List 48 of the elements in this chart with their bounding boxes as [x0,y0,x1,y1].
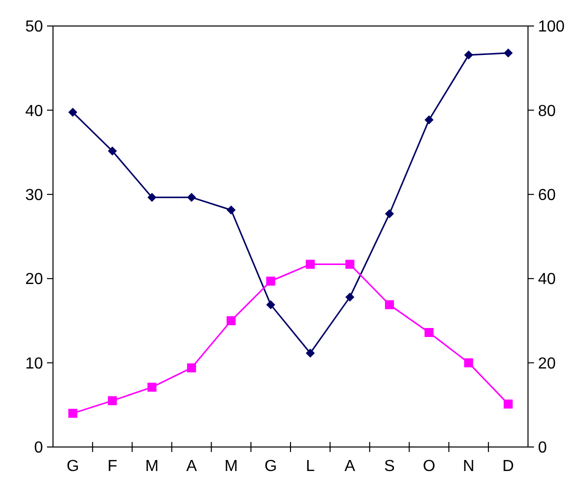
y-tick-label: 30 [25,187,44,204]
x-tick-label: G [264,458,277,475]
point [147,382,156,392]
point [384,300,394,310]
x-tick-label: N [462,458,474,475]
point [345,260,354,269]
x-tick-label: S [384,458,395,475]
x-tick-label: M [145,458,159,475]
x-tick-label: D [502,458,514,475]
point [226,316,236,326]
point [504,400,513,409]
y2-tick-label: 100 [538,18,565,36]
point [108,146,117,156]
y2-tick-label: 20 [538,355,556,372]
point [108,396,117,406]
point [187,192,196,202]
point [345,292,354,302]
x-tick-label: A [344,458,356,475]
point [424,115,434,124]
x-tick-label: A [186,458,198,475]
y-tick-label: 50 [25,18,44,36]
x-tick-label: F [107,458,118,475]
point [464,50,474,60]
x-tick-label: G [66,458,80,475]
point [384,209,394,218]
point [226,205,236,214]
point [504,48,513,58]
x-tick-label: L [306,458,315,475]
point [68,408,78,418]
y2-tick-label: 60 [538,187,556,204]
point [266,276,276,286]
point [306,260,315,269]
y2-tick-label: 80 [538,102,556,120]
y-tick-label: 10 [25,355,44,372]
y2-tick-label: 0 [538,440,547,457]
point [187,363,196,372]
x-tick-label: M [224,458,238,475]
point [464,358,474,368]
y2-tick-label: 40 [538,271,556,288]
point [306,348,315,358]
y-tick-label: 20 [25,271,44,288]
point [68,108,78,117]
y-tick-label: 0 [34,440,44,457]
point [147,192,156,202]
point [424,328,434,337]
x-tick-label: O [422,458,436,475]
point [266,300,276,310]
y-tick-label: 40 [25,102,44,120]
